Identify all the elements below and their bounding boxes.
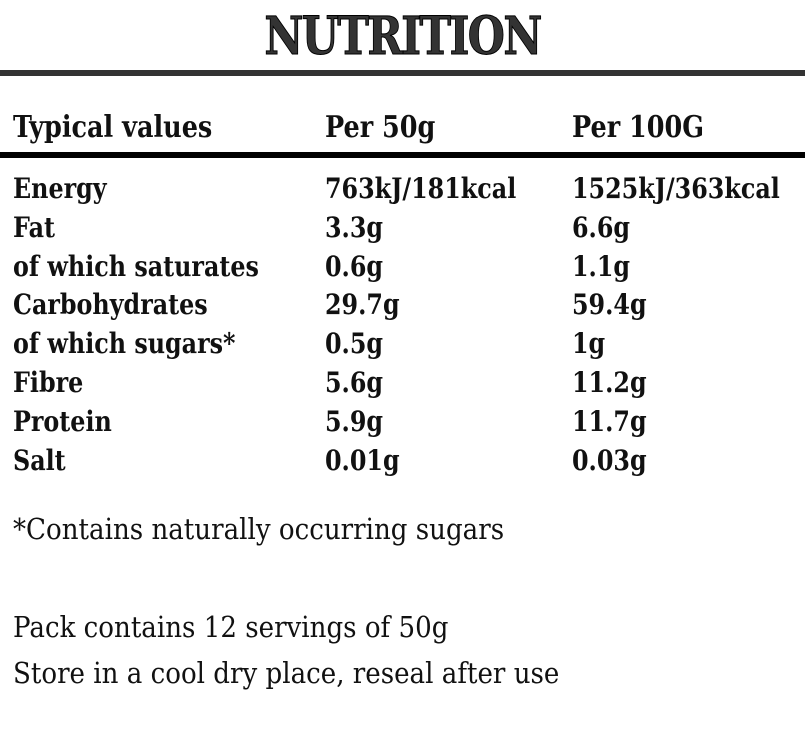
storage-instructions: Store in a cool dry place, reseal after … [13, 656, 560, 690]
per-100g-value: 1525kJ/363kcal [572, 172, 780, 205]
nutrient-label: of which saturates [13, 249, 259, 283]
page-title: NUTRITION [264, 6, 543, 68]
table-header: Typical values Per 50g Per 100G [0, 110, 805, 150]
table-row: Protein 5.9g 11.7g [0, 405, 805, 444]
table-row: Fibre 5.6g 11.2g [0, 366, 805, 405]
table-row: Fat 3.3g 6.6g [0, 211, 805, 250]
title-divider [0, 70, 805, 76]
header-divider [0, 152, 805, 158]
nutrient-label: Fibre [13, 365, 84, 399]
per-50g-value: 0.6g [325, 249, 384, 283]
header-typical-values: Typical values [13, 110, 213, 145]
table-row: of which saturates 0.6g 1.1g [0, 250, 805, 289]
per-50g-value: 29.7g [325, 288, 400, 322]
table-row: of which sugars* 0.5g 1g [0, 327, 805, 366]
per-50g-value: 0.01g [325, 443, 400, 477]
nutrient-label: Protein [13, 404, 112, 438]
nutrient-label: Energy [13, 172, 107, 205]
table-row: Carbohydrates 29.7g 59.4g [0, 288, 805, 327]
per-50g-value: 763kJ/181kcal [325, 172, 517, 205]
per-100g-value: 1.1g [572, 249, 631, 283]
per-100g-value: 11.2g [572, 365, 647, 399]
per-100g-value: 11.7g [572, 404, 647, 438]
per-50g-value: 3.3g [325, 210, 384, 244]
nutrient-label: Carbohydrates [13, 288, 208, 322]
per-100g-value: 6.6g [572, 210, 631, 244]
pack-info: Pack contains 12 servings of 50g [13, 610, 449, 644]
nutrient-label: of which sugars* [13, 327, 236, 361]
per-50g-value: 0.5g [325, 327, 384, 361]
nutrient-label: Salt [13, 443, 66, 477]
per-50g-value: 5.9g [325, 404, 384, 438]
per-100g-value: 0.03g [572, 443, 647, 477]
per-100g-value: 59.4g [572, 288, 647, 322]
per-100g-value: 1g [572, 327, 606, 361]
sugars-footnote: *Contains naturally occurring sugars [13, 512, 505, 546]
header-per-50g: Per 50g [325, 110, 436, 145]
table-row: Energy 763kJ/181kcal 1525kJ/363kcal [0, 172, 805, 211]
header-per-100g: Per 100G [572, 110, 705, 145]
per-50g-value: 5.6g [325, 365, 384, 399]
nutrition-table: Energy 763kJ/181kcal 1525kJ/363kcal Fat … [0, 172, 805, 482]
table-row: Salt 0.01g 0.03g [0, 444, 805, 483]
nutrient-label: Fat [13, 210, 56, 244]
